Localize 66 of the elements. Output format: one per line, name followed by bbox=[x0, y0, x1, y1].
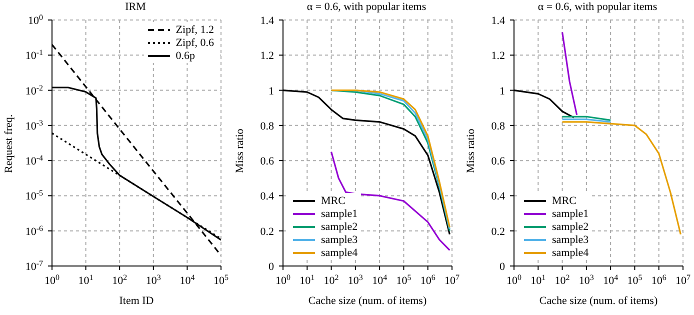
y-tick-label: 0.8 bbox=[491, 120, 506, 132]
y-tick-label: 10$^{-2}$ bbox=[25, 82, 43, 98]
y-tick-label: 1 bbox=[500, 85, 505, 98]
y-tick-label: 0.8 bbox=[260, 120, 274, 132]
y-tick-label: 1.4 bbox=[260, 15, 274, 27]
x-tick-label: 10$^{6}$ bbox=[420, 272, 436, 287]
legend-label: sample1 bbox=[552, 208, 589, 220]
y-tick-label: 0 bbox=[268, 261, 274, 273]
y-tick-label: 1 bbox=[268, 85, 274, 98]
legend-label: Zipf, 0.6 bbox=[176, 36, 214, 48]
y-tick-label: 0.4 bbox=[260, 190, 274, 203]
legend-label: sample2 bbox=[552, 220, 589, 232]
legend-label: 0.6p bbox=[176, 50, 196, 62]
x-tick-label: 10$^{4}$ bbox=[372, 272, 388, 287]
x-tick-label: 10$^{0}$ bbox=[44, 272, 60, 287]
x-tick-label: 10$^{7}$ bbox=[676, 272, 690, 287]
y-tick-label: 10$^{-6}$ bbox=[25, 223, 43, 238]
x-tick-label: 10$^{3}$ bbox=[146, 272, 161, 287]
y-tick-label: 0.6 bbox=[260, 156, 274, 168]
x-tick-label: 10$^{6}$ bbox=[651, 272, 666, 287]
x-tick-label: 10$^{1}$ bbox=[530, 272, 546, 287]
y-tick-label: 0 bbox=[500, 261, 506, 273]
legend-label: sample4 bbox=[552, 246, 589, 258]
legend-label: MRC bbox=[552, 194, 576, 206]
x-tick-label: 10$^{4}$ bbox=[603, 272, 618, 287]
x-axis-title: Cache size (num. of items) bbox=[539, 295, 658, 307]
y-tick-label: 0.4 bbox=[491, 190, 506, 203]
x-tick-label: 10$^{5}$ bbox=[396, 272, 412, 287]
legend-label: Zipf, 1.2 bbox=[176, 24, 214, 36]
y-tick-label: 10$^{-5}$ bbox=[25, 188, 43, 203]
y-tick-label: 0.2 bbox=[491, 226, 505, 238]
y-tick-label: 0.6 bbox=[491, 156, 506, 168]
x-tick-label: 10$^{3}$ bbox=[578, 272, 594, 287]
legend-label: sample1 bbox=[321, 208, 358, 220]
y-tick-label: 1.2 bbox=[260, 50, 274, 62]
chart-title: α = 0.6, with popular items bbox=[306, 0, 428, 14]
chart-title: IRM bbox=[124, 0, 147, 14]
y-axis-title: Request freq. bbox=[2, 114, 15, 173]
y-tick-label: 10$^{-7}$ bbox=[25, 258, 43, 273]
x-axis-title: Item ID bbox=[119, 295, 154, 307]
legend-label: sample3 bbox=[321, 234, 358, 246]
x-tick-label: 10$^{2}$ bbox=[554, 272, 570, 287]
x-tick-label: 10$^{4}$ bbox=[180, 272, 195, 287]
x-tick-label: 10$^{1}$ bbox=[300, 272, 315, 287]
legend-label: sample4 bbox=[321, 246, 358, 258]
x-tick-label: 10$^{1}$ bbox=[78, 272, 94, 287]
x-axis-title: Cache size (num. of items) bbox=[308, 295, 427, 307]
legend-label: sample2 bbox=[321, 220, 358, 232]
y-tick-label: 10$^{-3}$ bbox=[25, 118, 43, 132]
y-tick-label: 1.2 bbox=[491, 50, 505, 62]
x-tick-label: 10$^{3}$ bbox=[348, 272, 363, 287]
y-tick-label: 10$^{-4}$ bbox=[25, 153, 43, 168]
x-tick-label: 10$^{2}$ bbox=[324, 272, 339, 287]
legend-label: MRC bbox=[321, 194, 346, 206]
x-tick-label: 10$^{5}$ bbox=[627, 272, 642, 287]
x-tick-label: 10$^{5}$ bbox=[214, 272, 228, 287]
x-tick-label: 10$^{2}$ bbox=[112, 272, 128, 287]
y-axis-title: Miss ratio bbox=[234, 128, 246, 173]
y-tick-label: 0.2 bbox=[260, 226, 274, 238]
y-tick-label: 1.4 bbox=[491, 15, 506, 27]
x-tick-label: 10$^{7}$ bbox=[444, 272, 460, 287]
y-tick-label: 10$^{-1}$ bbox=[25, 48, 43, 62]
y-axis-title: Miss ratio bbox=[464, 128, 477, 173]
y-tick-label: 10$^{0}$ bbox=[28, 12, 43, 27]
chart-title: α = 0.6, with popular items bbox=[536, 0, 658, 14]
legend-label: sample3 bbox=[552, 234, 589, 246]
